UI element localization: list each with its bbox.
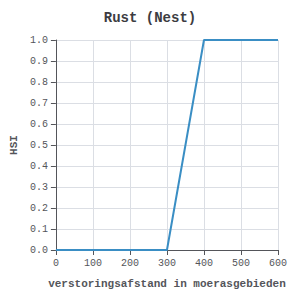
svg-text:0.2: 0.2 xyxy=(30,203,48,214)
svg-text:0.8: 0.8 xyxy=(30,77,48,88)
svg-text:0.4: 0.4 xyxy=(30,161,48,172)
svg-text:0.0: 0.0 xyxy=(30,245,48,256)
svg-text:1.0: 1.0 xyxy=(30,35,48,46)
svg-text:0.3: 0.3 xyxy=(30,182,48,193)
svg-text:Rust (Nest): Rust (Nest) xyxy=(104,10,196,26)
svg-text:HSI: HSI xyxy=(8,135,20,155)
svg-text:0: 0 xyxy=(53,258,59,269)
svg-text:600: 600 xyxy=(269,258,287,269)
svg-text:0.7: 0.7 xyxy=(30,98,48,109)
svg-text:0.5: 0.5 xyxy=(30,140,48,151)
svg-text:300: 300 xyxy=(158,258,176,269)
svg-text:200: 200 xyxy=(121,258,139,269)
svg-text:0.9: 0.9 xyxy=(30,56,48,67)
svg-text:0.1: 0.1 xyxy=(30,224,48,235)
svg-text:verstoringsafstand in moerasge: verstoringsafstand in moerasgebieden xyxy=(48,278,286,290)
svg-text:0.6: 0.6 xyxy=(30,119,48,130)
svg-text:100: 100 xyxy=(84,258,102,269)
svg-text:500: 500 xyxy=(232,258,250,269)
svg-text:400: 400 xyxy=(195,258,213,269)
